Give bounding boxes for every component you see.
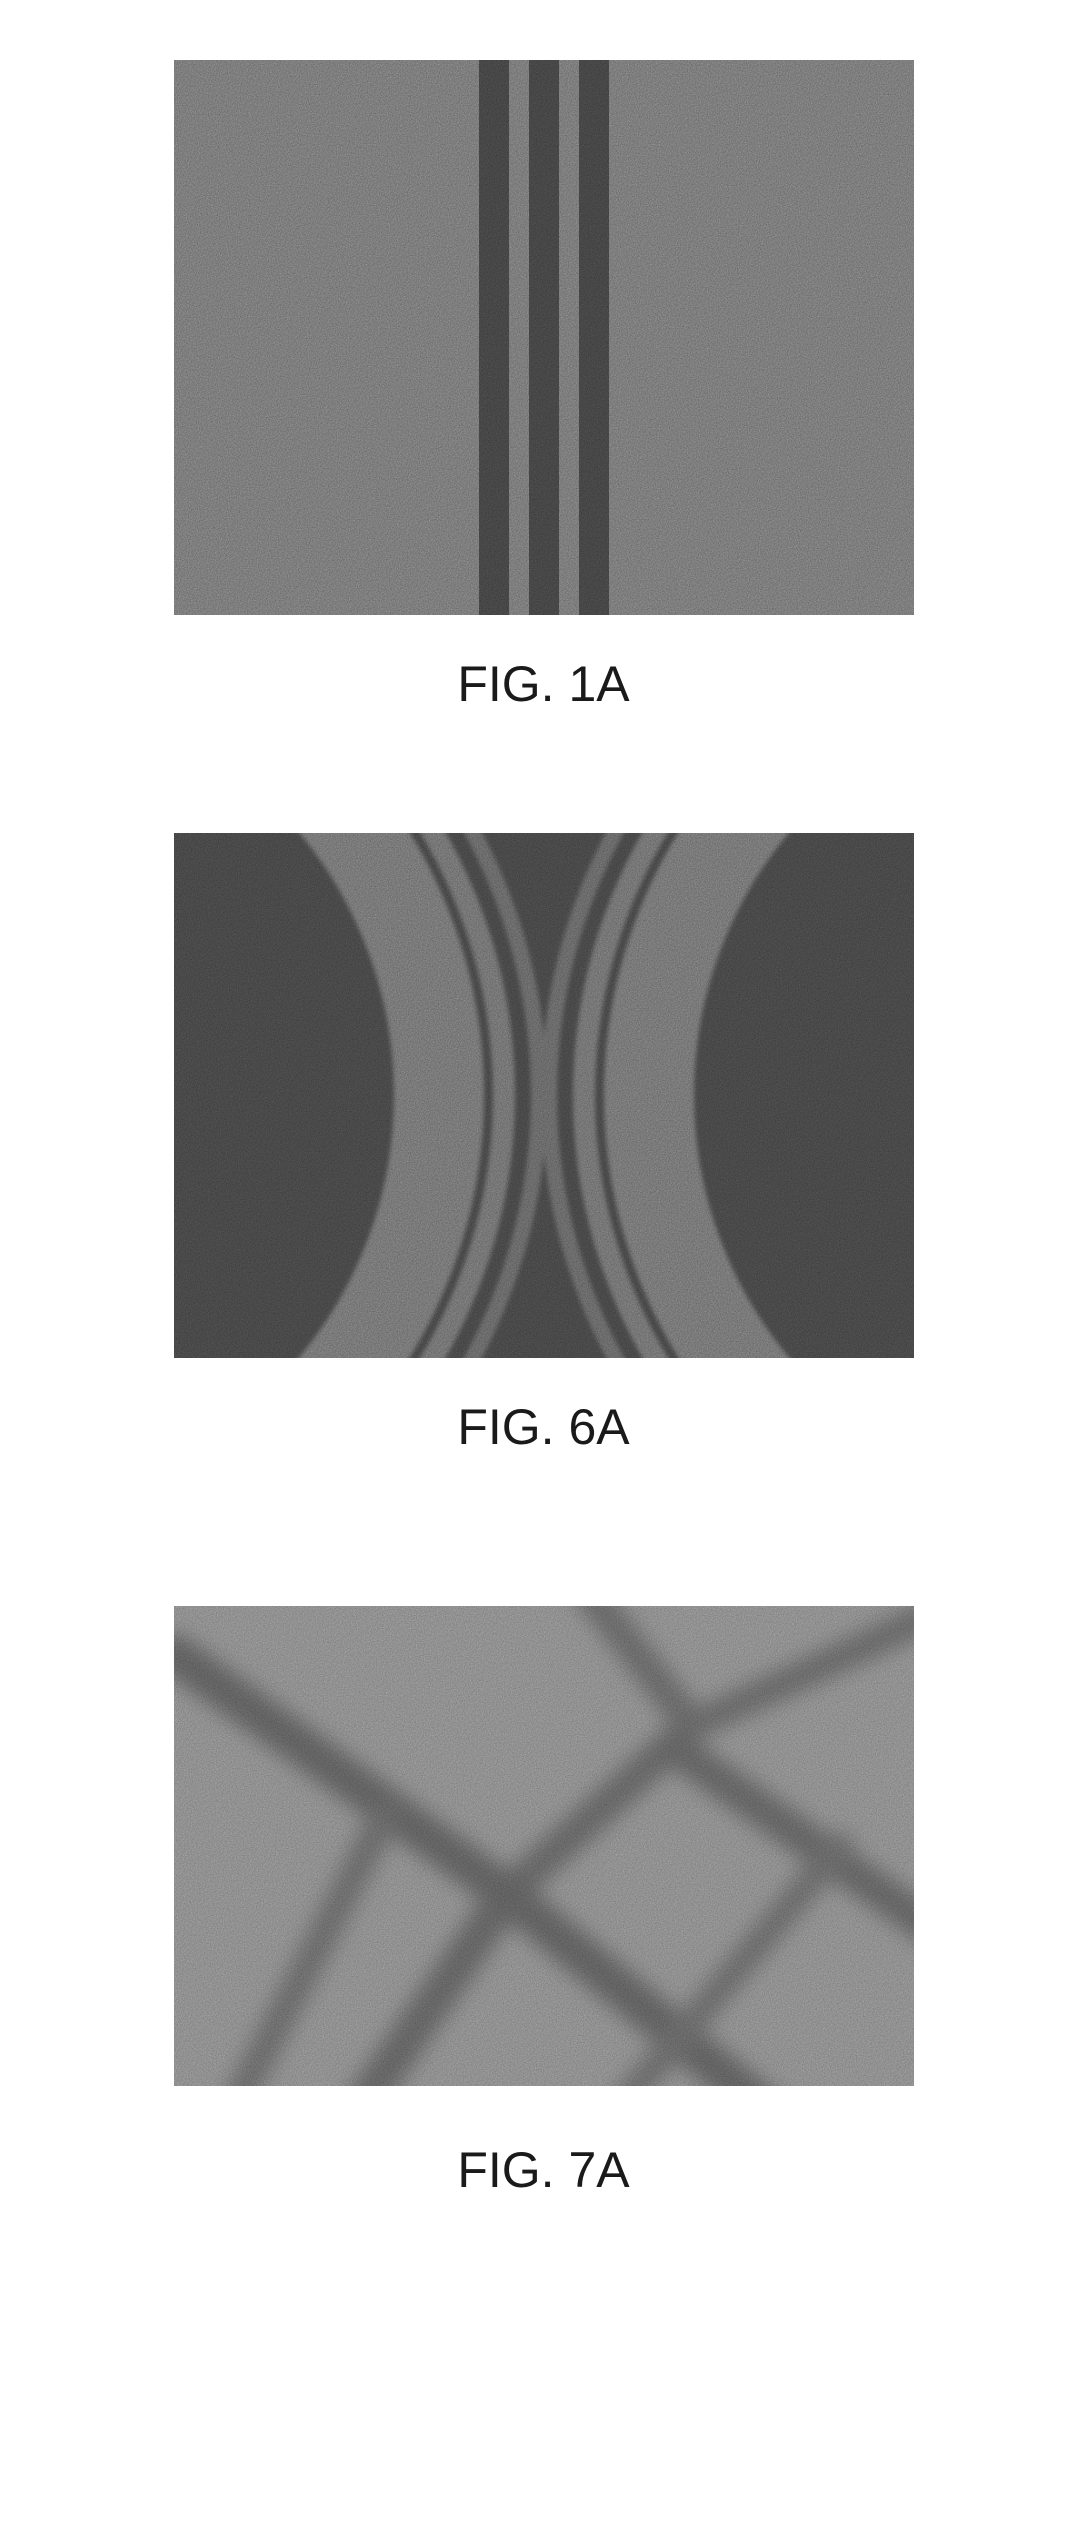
figure-6a-caption: FIG. 6A: [457, 1398, 629, 1456]
figure-1a-panel: [174, 60, 914, 615]
figure-6a-panel: [174, 833, 914, 1358]
figure-1a-svg: [174, 60, 914, 615]
figure-1a-block: FIG. 1A: [0, 60, 1087, 713]
figure-7a-svg: [174, 1606, 914, 2086]
figure-7a-panel: [174, 1606, 914, 2086]
figure-7a-caption: FIG. 7A: [457, 2141, 629, 2199]
figure-6a-svg: [174, 833, 914, 1358]
figure-6a-block: FIG. 6A: [0, 833, 1087, 1456]
figure-7a-block: FIG. 7A: [0, 1606, 1087, 2199]
figure-1a-caption: FIG. 1A: [457, 655, 629, 713]
